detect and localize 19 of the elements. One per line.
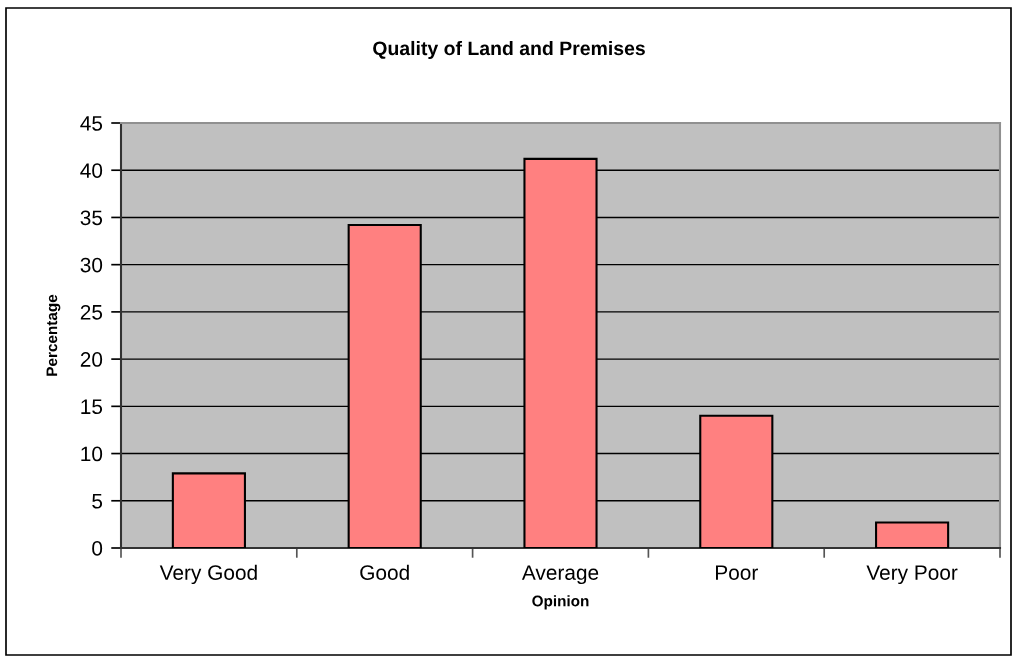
y-tick-label: 35 — [80, 210, 103, 226]
x-tick-label: Poor — [716, 565, 758, 580]
x-tick-label: Good — [360, 564, 409, 580]
x-tick-label: Very Good — [159, 564, 257, 585]
y-tick-label: 15 — [81, 399, 103, 415]
y-tick-label: 10 — [81, 446, 103, 462]
y-tick-label: 30 — [80, 257, 103, 273]
chart-title: Quality of Land and Premises — [373, 40, 645, 60]
x-tick-label: Very Poor — [866, 565, 958, 585]
y-tick-label: 5 — [92, 493, 103, 509]
x-tick-label: Average — [521, 565, 599, 585]
y-axis-title: Percentage — [46, 294, 61, 376]
x-axis-title: Opinion — [532, 595, 589, 610]
y-tick-label: 20 — [80, 352, 103, 367]
bar — [875, 521, 950, 548]
y-tick-label: 0 — [92, 541, 103, 556]
y-tick-label: 45 — [80, 116, 103, 131]
y-tick-label: 25 — [80, 304, 103, 320]
y-tick-label: 40 — [80, 163, 103, 178]
